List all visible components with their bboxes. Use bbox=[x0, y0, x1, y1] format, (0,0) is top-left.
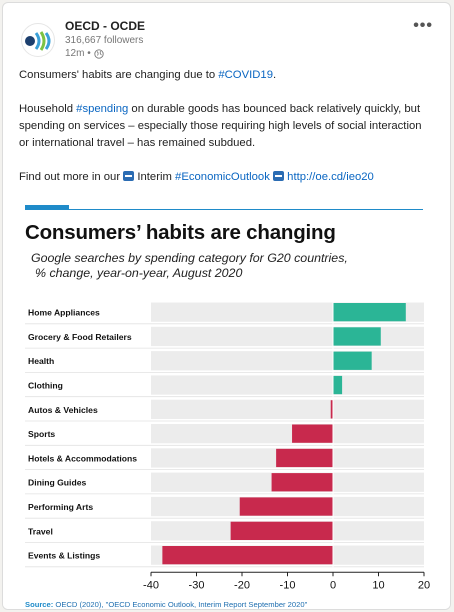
chart-top-rule bbox=[25, 209, 423, 210]
x-tick-label: -30 bbox=[189, 579, 205, 591]
chart-source: Source: OECD (2020), "OECD Economic Outl… bbox=[25, 600, 307, 609]
globe-icon bbox=[94, 48, 104, 59]
bar-track bbox=[151, 424, 424, 444]
chart-subtitle-line-2: % change, year-on-year, August 2020 bbox=[35, 266, 243, 280]
x-tick-label: 20 bbox=[418, 579, 430, 591]
bar-track bbox=[151, 399, 424, 419]
chart-accent-bar bbox=[25, 205, 69, 210]
bar bbox=[333, 351, 372, 370]
chart-image[interactable]: Consumers’ habits are changing Google se… bbox=[3, 199, 450, 609]
news-emoji-icon bbox=[123, 171, 135, 181]
bar bbox=[230, 521, 333, 540]
bar bbox=[333, 303, 406, 322]
post-text-span: Household bbox=[19, 103, 77, 115]
category-label: Health bbox=[28, 356, 54, 366]
author-name[interactable]: OECD - OCDE bbox=[65, 19, 146, 33]
x-tick-label: -40 bbox=[143, 579, 159, 591]
post-paragraph-1: Consumers' habits are changing due to #C… bbox=[19, 67, 433, 84]
post-text-span: . bbox=[273, 69, 277, 81]
bar bbox=[162, 546, 333, 565]
x-tick-label: 0 bbox=[330, 579, 336, 591]
bar bbox=[333, 327, 381, 346]
post-text-span: Find out more in our bbox=[19, 171, 124, 183]
category-label: Grocery & Food Retailers bbox=[28, 332, 132, 342]
post-paragraph-3: Find out more in our Interim #EconomicOu… bbox=[19, 169, 433, 186]
source-text[interactable]: OECD (2020), "OECD Economic Outlook, Int… bbox=[55, 600, 308, 609]
hashtag-spending[interactable]: #spending bbox=[76, 103, 129, 115]
category-label: Hotels & Accommodations bbox=[28, 453, 137, 463]
bar-track bbox=[151, 326, 424, 347]
category-label: Clothing bbox=[28, 380, 63, 390]
oecd-logo-icon bbox=[25, 31, 51, 51]
bar bbox=[276, 448, 333, 468]
arrow-emoji-icon bbox=[273, 171, 285, 181]
category-label: Travel bbox=[28, 526, 53, 536]
category-label: Sports bbox=[28, 429, 55, 439]
hashtag-economicoutlook[interactable]: #EconomicOutlook bbox=[175, 171, 270, 183]
bar-track bbox=[151, 351, 424, 371]
follower-count: 316,667 followers bbox=[65, 35, 144, 46]
more-options-button[interactable]: ••• bbox=[413, 17, 433, 34]
post-text-span: Consumers' habits are changing due to bbox=[19, 69, 219, 81]
post-header: OECD - OCDE 316,667 followers 12m • ••• bbox=[19, 17, 439, 63]
chart-subtitle: Google searches by spending category for… bbox=[31, 251, 391, 281]
hashtag-covid19[interactable]: #COVID19 bbox=[218, 69, 273, 81]
oecd-logo-avatar[interactable] bbox=[21, 23, 55, 57]
chart-title: Consumers’ habits are changing bbox=[25, 221, 336, 244]
bar bbox=[271, 473, 333, 492]
category-label: Dining Guides bbox=[28, 478, 86, 488]
x-tick-label: -10 bbox=[280, 579, 296, 591]
source-label: Source: bbox=[25, 600, 54, 609]
chart-subtitle-line-1: Google searches by spending category for… bbox=[31, 251, 348, 265]
post-time: 12m • bbox=[65, 48, 91, 59]
post-paragraph-2: Household #spending on durable goods has… bbox=[19, 101, 433, 152]
category-label: Events & Listings bbox=[28, 551, 100, 561]
bar bbox=[330, 400, 333, 419]
category-label: Performing Arts bbox=[28, 502, 93, 512]
post-text-span: on durable goods has bounced back relati… bbox=[19, 103, 422, 149]
bar bbox=[333, 375, 343, 395]
bar-track bbox=[151, 375, 424, 395]
category-label: Home Appliances bbox=[28, 308, 100, 318]
post-meta: 12m • bbox=[65, 48, 104, 59]
oecd-link[interactable]: http://oe.cd/ieo20 bbox=[287, 171, 374, 183]
x-tick-label: 10 bbox=[372, 579, 384, 591]
bar bbox=[239, 497, 333, 516]
bar bbox=[292, 424, 333, 443]
category-label: Autos & Vehicles bbox=[28, 405, 98, 415]
bar-chart-svg: Home Appliances Grocery & Food Retailers H… bbox=[25, 300, 430, 591]
x-tick-label: -20 bbox=[234, 579, 250, 591]
post-body: Consumers' habits are changing due to #C… bbox=[19, 67, 433, 203]
post-text-span: Interim bbox=[134, 171, 176, 183]
